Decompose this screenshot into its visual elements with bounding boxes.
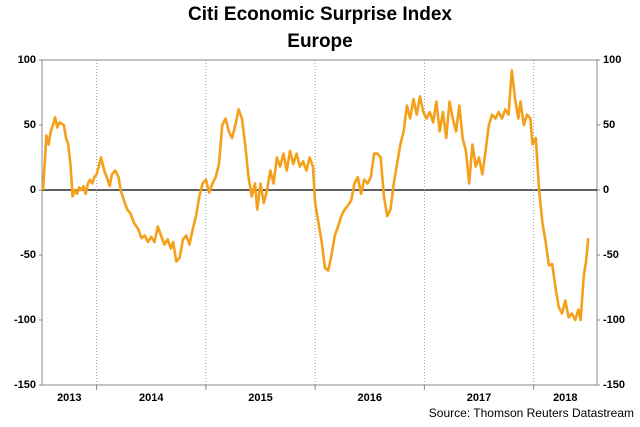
y-tick-label: -150 (14, 379, 36, 391)
y-tick-label: 100 (18, 54, 36, 66)
plot-frame (41, 59, 598, 386)
x-tick-label: 2017 (467, 392, 491, 404)
data-line (41, 69, 590, 322)
y-tick-label: 0 (30, 184, 36, 196)
y2-tick-label: 100 (603, 54, 621, 66)
y2-tick-label: 50 (603, 119, 615, 131)
y2-tick-label: -50 (603, 249, 619, 261)
y2-tick-label: -100 (603, 314, 625, 326)
x-tick-label: 2016 (358, 392, 382, 404)
x-tick-label: 2014 (139, 392, 164, 404)
y2-tick-label: -150 (603, 379, 625, 391)
x-tick-label: 2015 (248, 392, 272, 404)
x-tick-label: 2013 (57, 392, 81, 404)
y-tick-label: -50 (20, 249, 36, 261)
y2-tick-label: 0 (603, 184, 609, 196)
source-note: Source: Thomson Reuters Datastream (429, 406, 634, 420)
chart-title: Citi Economic Surprise Index (188, 4, 452, 25)
x-tick-label: 2018 (553, 392, 577, 404)
y-tick-label: 50 (24, 119, 36, 131)
chart-subtitle: Europe (287, 31, 352, 52)
y-tick-label: -100 (14, 314, 36, 326)
